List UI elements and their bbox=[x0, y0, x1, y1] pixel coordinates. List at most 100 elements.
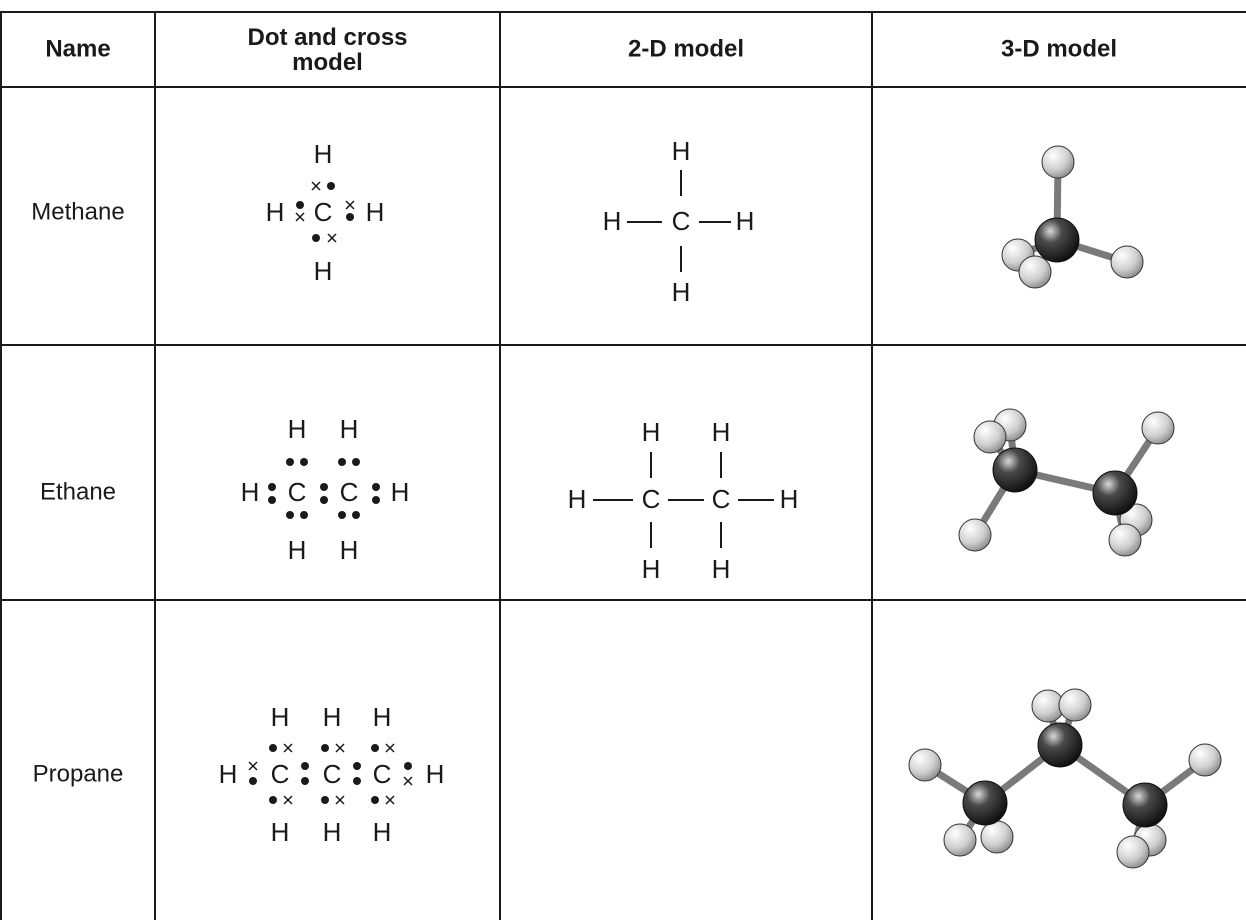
hydrogen-ball bbox=[943, 823, 977, 857]
electron-dot bbox=[352, 458, 360, 466]
electron-dot bbox=[296, 201, 304, 209]
atom-symbol: H bbox=[672, 277, 691, 307]
header-cell-wrap: Dot and cross model bbox=[247, 24, 408, 76]
row-name: Methane bbox=[31, 198, 124, 225]
electron-dot bbox=[301, 777, 309, 785]
electron-dot bbox=[301, 762, 309, 770]
atom-symbol: H bbox=[373, 702, 392, 732]
atom-symbol: C bbox=[323, 759, 342, 789]
hydrogen-ball bbox=[1018, 255, 1052, 289]
atom-symbol: C bbox=[288, 477, 307, 507]
electron-dot bbox=[321, 744, 329, 752]
atom-symbol: C bbox=[314, 197, 333, 227]
electron-cross bbox=[311, 181, 321, 191]
hydrogen-ball bbox=[958, 518, 992, 552]
atom-symbol: H bbox=[736, 206, 755, 236]
atom-symbol: C bbox=[672, 206, 691, 236]
atom-symbol: H bbox=[271, 817, 290, 847]
electron-dot bbox=[312, 234, 320, 242]
electron-dot bbox=[338, 511, 346, 519]
electron-dot bbox=[268, 496, 276, 504]
header-cell: 2-D model bbox=[628, 35, 744, 62]
hydrogen-ball bbox=[1108, 523, 1142, 557]
atom-symbol: H bbox=[271, 702, 290, 732]
atom-symbol: H bbox=[712, 417, 731, 447]
electron-dot bbox=[338, 458, 346, 466]
electron-dot bbox=[320, 496, 328, 504]
atom-symbol: H bbox=[366, 197, 385, 227]
atom-symbol: H bbox=[241, 477, 260, 507]
hydrogen-ball bbox=[1041, 145, 1075, 179]
row-name: Propane bbox=[33, 760, 124, 787]
atom-symbol: H bbox=[373, 817, 392, 847]
electron-cross bbox=[295, 212, 305, 222]
atom-symbol: H bbox=[672, 136, 691, 166]
atom-symbol: H bbox=[288, 414, 307, 444]
electron-dot bbox=[268, 483, 276, 491]
atom-symbol: H bbox=[568, 484, 587, 514]
hydrogen-ball bbox=[973, 420, 1007, 454]
carbon-ball bbox=[992, 447, 1038, 493]
carbon-ball bbox=[962, 780, 1008, 826]
electron-cross bbox=[403, 776, 413, 786]
electron-dot bbox=[371, 796, 379, 804]
table-grid bbox=[0, 11, 1246, 920]
electron-dot bbox=[300, 511, 308, 519]
electron-cross bbox=[335, 743, 345, 753]
atom-symbol: H bbox=[266, 197, 285, 227]
row-name: Ethane bbox=[40, 478, 116, 505]
electron-dot bbox=[404, 762, 412, 770]
electron-dot bbox=[321, 796, 329, 804]
electron-dot bbox=[353, 762, 361, 770]
hydrogen-ball bbox=[908, 748, 942, 782]
carbon-ball bbox=[1092, 470, 1138, 516]
atom-symbol: H bbox=[323, 817, 342, 847]
atom-symbol: H bbox=[314, 256, 333, 286]
atom-symbol: C bbox=[642, 484, 661, 514]
atom-symbol: C bbox=[340, 477, 359, 507]
electron-dot bbox=[327, 182, 335, 190]
electron-dot bbox=[346, 213, 354, 221]
atom-symbol: H bbox=[712, 554, 731, 584]
electron-cross bbox=[248, 761, 258, 771]
electron-cross bbox=[283, 743, 293, 753]
header-cell: 3-D model bbox=[1001, 35, 1117, 62]
atom-symbol: H bbox=[391, 477, 410, 507]
carbon-ball bbox=[1122, 782, 1168, 828]
electron-cross bbox=[385, 743, 395, 753]
electron-dot bbox=[352, 511, 360, 519]
carbon-ball bbox=[1037, 722, 1083, 768]
electron-dot bbox=[372, 496, 380, 504]
atom-symbol: H bbox=[340, 535, 359, 565]
atom-symbol: H bbox=[288, 535, 307, 565]
atom-symbol: H bbox=[780, 484, 799, 514]
electron-cross bbox=[335, 795, 345, 805]
hydrogen-ball bbox=[1188, 743, 1222, 777]
atom-symbol: H bbox=[219, 759, 238, 789]
hydrogen-ball bbox=[980, 820, 1014, 854]
hydrogen-ball bbox=[1141, 411, 1175, 445]
electron-dot bbox=[286, 458, 294, 466]
electron-dot bbox=[353, 777, 361, 785]
hydrogen-ball bbox=[1058, 688, 1092, 722]
atom-symbol: H bbox=[426, 759, 445, 789]
atom-symbol: C bbox=[712, 484, 731, 514]
electron-cross bbox=[327, 233, 337, 243]
atom-symbol: H bbox=[642, 554, 661, 584]
atom-symbol: C bbox=[271, 759, 290, 789]
electron-dot bbox=[320, 483, 328, 491]
atom-symbol: H bbox=[314, 139, 333, 169]
header-cell: Name bbox=[45, 35, 110, 62]
carbon-ball bbox=[1034, 217, 1080, 263]
hydrogen-ball bbox=[1116, 835, 1150, 869]
electron-dot bbox=[269, 744, 277, 752]
header-cell: Dot and cross model bbox=[247, 24, 408, 76]
electron-dot bbox=[269, 796, 277, 804]
atom-symbol: H bbox=[603, 206, 622, 236]
atom-symbol: H bbox=[642, 417, 661, 447]
electron-cross bbox=[283, 795, 293, 805]
atom-symbol: H bbox=[323, 702, 342, 732]
electron-dot bbox=[286, 511, 294, 519]
electron-dot bbox=[371, 744, 379, 752]
